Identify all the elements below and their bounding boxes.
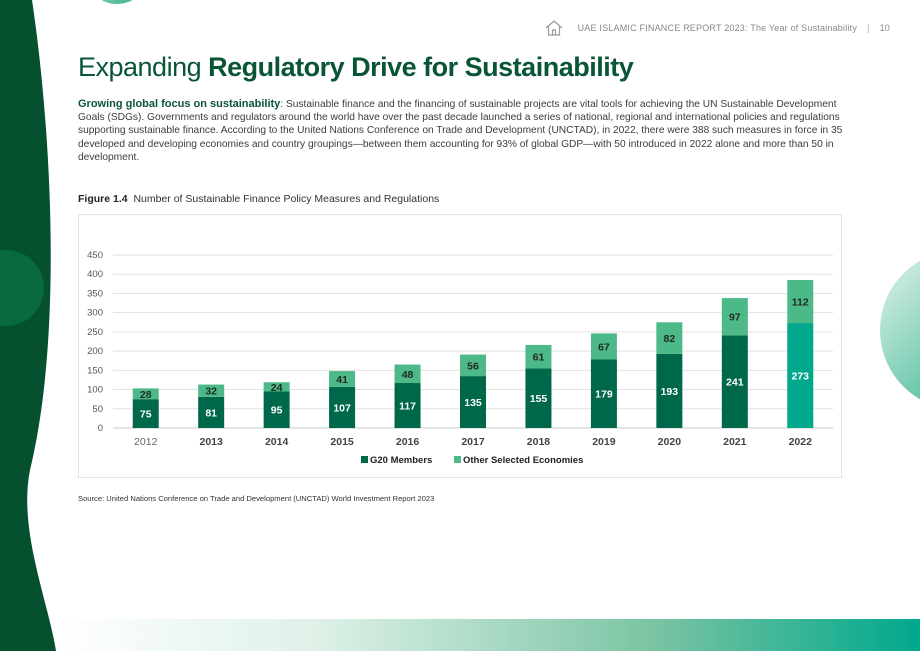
- label-g20-2017: 135: [464, 397, 482, 409]
- label-other-2019: 67: [598, 341, 610, 353]
- figure-label: Figure 1.4: [78, 193, 128, 205]
- x-tick-label: 2022: [789, 436, 813, 448]
- label-g20-2015: 107: [333, 402, 351, 414]
- bar-g20-2014: [263, 391, 290, 428]
- label-g20-2012: 75: [140, 409, 152, 421]
- legend-label-other: Other Selected Economies: [463, 455, 583, 466]
- x-tick-label: 2020: [658, 436, 682, 448]
- bar-g20-2019: [590, 359, 617, 428]
- label-g20-2014: 95: [271, 405, 283, 417]
- y-tick-label: 300: [87, 308, 103, 319]
- page-header: UAE ISLAMIC FINANCE REPORT 2023: The Yea…: [544, 17, 890, 39]
- label-other-2021: 97: [729, 312, 741, 324]
- y-tick-label: 250: [87, 327, 103, 338]
- header-separator: |: [867, 23, 870, 33]
- x-tick-label: 2016: [396, 436, 420, 448]
- x-tick-label: 2014: [265, 436, 289, 448]
- bar-other-2012: [132, 388, 159, 400]
- y-tick-label: 50: [92, 404, 103, 415]
- bar-other-2022: [787, 279, 814, 324]
- y-tick-label: 0: [98, 423, 103, 434]
- left-green-band: [0, 0, 60, 651]
- intro-paragraph: Growing global focus on sustainability: …: [78, 98, 848, 164]
- top-decorative-circle: [85, 0, 149, 4]
- chart-container: 0 50 100 150 200 250 300 350 400 450 75 28 2012 81 32 2…: [78, 214, 842, 478]
- x-tick-label: 2018: [527, 436, 551, 448]
- label-other-2013: 32: [205, 386, 217, 398]
- bar-other-2016: [394, 364, 421, 384]
- home-icon[interactable]: [544, 18, 564, 38]
- label-other-2014: 24: [271, 382, 283, 394]
- x-tick-label: 2017: [461, 436, 485, 448]
- legend-swatch-g20: [361, 456, 368, 463]
- label-other-2016: 48: [402, 369, 414, 381]
- page-title: Expanding Regulatory Drive for Sustainab…: [78, 52, 634, 83]
- label-g20-2013: 81: [205, 407, 217, 419]
- bar-other-2015: [329, 371, 356, 387]
- bar-g20-2012: [132, 399, 159, 428]
- x-tick-label: 2013: [200, 436, 224, 448]
- bar-other-2019: [590, 333, 617, 360]
- x-tick-label: 2015: [330, 436, 354, 448]
- bottom-gradient-strip: [56, 619, 920, 651]
- bar-other-2021: [721, 298, 748, 336]
- y-tick-label: 450: [87, 250, 103, 261]
- label-g20-2021: 241: [726, 377, 744, 389]
- right-decorative-circle: [880, 250, 920, 410]
- bar-other-2020: [656, 322, 683, 354]
- source-note: Source: United Nations Conference on Tra…: [78, 494, 435, 503]
- bar-g20-2016: [394, 383, 421, 428]
- x-tick-label: 2019: [592, 436, 616, 448]
- bar-g20-2021: [721, 335, 748, 428]
- bar-other-2017: [460, 354, 486, 377]
- bar-other-2013: [198, 384, 225, 397]
- label-g20-2019: 179: [595, 389, 613, 401]
- x-tick-label: 2012: [134, 436, 158, 448]
- y-tick-label: 100: [87, 385, 103, 396]
- y-tick-label: 150: [87, 365, 103, 376]
- report-title: UAE ISLAMIC FINANCE REPORT 2023: The Yea…: [577, 23, 858, 33]
- page-title-light: Expanding: [78, 52, 209, 82]
- y-tick-label: 200: [87, 346, 103, 357]
- label-g20-2022: 273: [792, 371, 810, 383]
- bar-g20-2018: [525, 368, 552, 428]
- label-g20-2020: 193: [661, 386, 679, 398]
- label-g20-2018: 155: [530, 393, 548, 405]
- label-other-2020: 82: [664, 333, 676, 345]
- bar-g20-2017: [460, 376, 486, 428]
- y-tick-label: 400: [87, 269, 103, 280]
- label-other-2018: 61: [533, 352, 545, 364]
- legend-swatch-other: [454, 456, 461, 463]
- label-g20-2016: 117: [399, 401, 416, 413]
- bar-g20-2015: [329, 386, 356, 428]
- page-title-bold: Regulatory Drive for Sustainability: [208, 52, 634, 82]
- label-other-2015: 41: [336, 374, 348, 386]
- label-other-2017: 56: [467, 360, 479, 372]
- label-other-2012: 28: [140, 389, 152, 401]
- bar-g20-2020: [656, 353, 683, 428]
- label-other-2022: 112: [792, 297, 809, 309]
- bar-g20-2013: [198, 396, 225, 428]
- legend-label-g20: G20 Members: [370, 455, 432, 466]
- bar-other-2018: [525, 344, 552, 369]
- figure-title: Number of Sustainable Finance Policy Mea…: [133, 193, 440, 205]
- page-number: 10: [879, 23, 890, 33]
- stacked-bar-chart: 0 50 100 150 200 250 300 350 400 450 75 28 2012 81 32 2…: [87, 250, 833, 466]
- bar-g20-2022: [787, 323, 814, 428]
- bar-other-2014: [263, 382, 290, 392]
- figure-caption: Figure 1.4 Number of Sustainable Finance…: [78, 193, 439, 205]
- intro-lead: Growing global focus on sustainability: [78, 98, 281, 110]
- x-tick-label: 2021: [723, 436, 747, 448]
- intro-body: : Sustainable finance and the financing …: [78, 99, 843, 163]
- y-tick-label: 350: [87, 288, 103, 299]
